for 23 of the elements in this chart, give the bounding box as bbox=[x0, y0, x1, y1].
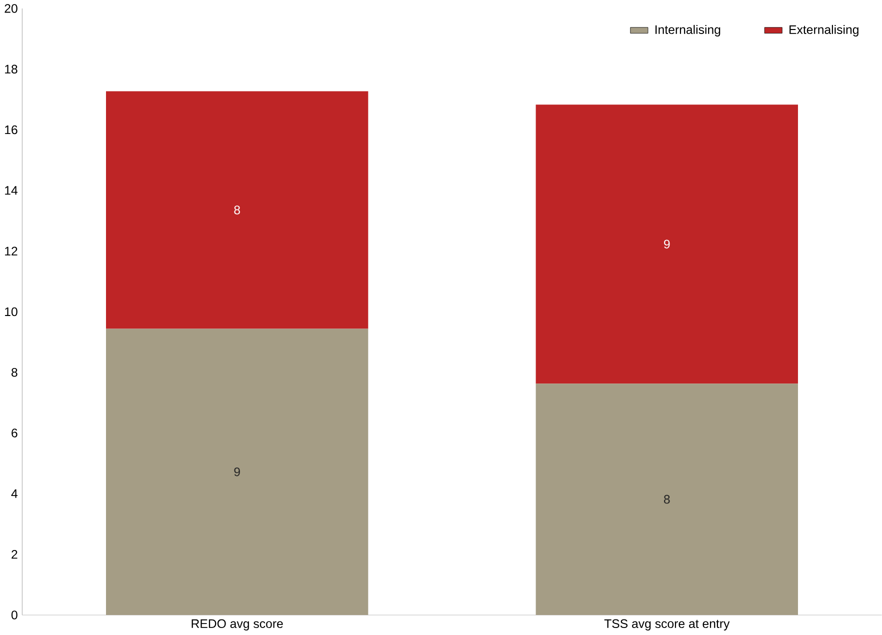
y-tick-label: 12 bbox=[5, 246, 18, 256]
bar bbox=[536, 104, 798, 384]
x-tick-label: TSS avg score at entry bbox=[604, 619, 730, 631]
data-label: 8 bbox=[664, 495, 670, 504]
y-tick-label: 18 bbox=[5, 64, 18, 74]
legend-label: Internalising bbox=[656, 25, 720, 37]
y-tick-label: 10 bbox=[5, 308, 18, 316]
bar bbox=[106, 91, 368, 329]
y-tick-label: 8 bbox=[12, 368, 18, 377]
data-label: 8 bbox=[234, 206, 240, 215]
y-tick-label: 2 bbox=[12, 550, 18, 559]
y-tick-label: 14 bbox=[5, 186, 18, 195]
data-label: 9 bbox=[664, 240, 670, 249]
bar bbox=[536, 384, 798, 616]
y-tick-label: 4 bbox=[11, 490, 18, 498]
x-tick-label: REDO avg score bbox=[192, 619, 283, 631]
y-tick-label: 6 bbox=[12, 428, 18, 438]
bar bbox=[106, 328, 368, 616]
legend-label: Externalising bbox=[790, 25, 858, 37]
y-tick-label: 16 bbox=[5, 126, 18, 134]
y-tick-label: 0 bbox=[11, 610, 18, 620]
data-label: 9 bbox=[234, 468, 240, 476]
y-tick-label: 20 bbox=[4, 4, 18, 14]
